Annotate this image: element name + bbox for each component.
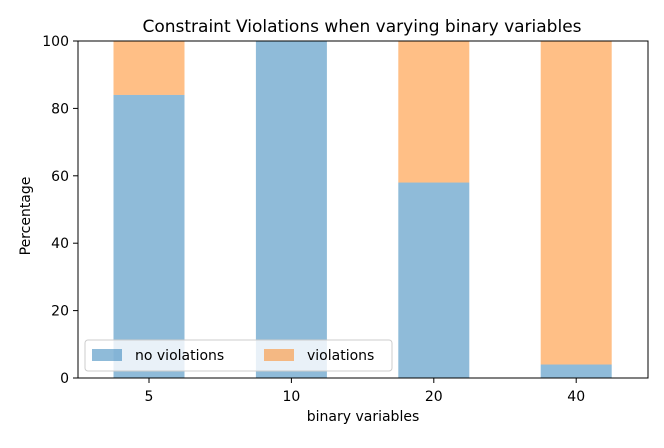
x-tick-label: 40 (567, 389, 585, 405)
legend-swatch-no-violations (92, 349, 122, 361)
bar-violations-5 (113, 41, 185, 95)
legend-label-violations: violations (307, 348, 374, 364)
y-axis: 0 20 40 60 80 100 (42, 34, 78, 387)
chart-title: Constraint Violations when varying binar… (142, 17, 581, 37)
x-axis-label: binary variables (307, 409, 420, 425)
bar-no-violations-40 (540, 364, 612, 378)
y-tick-label: 0 (60, 371, 69, 387)
legend-label-no-violations: no violations (135, 348, 224, 364)
y-tick-label: 40 (51, 236, 69, 252)
y-axis-label: Percentage (18, 177, 34, 256)
legend-frame (84, 339, 393, 372)
bar-no-violations-10 (255, 41, 327, 378)
bar-no-violations-20 (398, 182, 470, 378)
y-tick-label: 60 (51, 169, 69, 185)
plot-area-frame (77, 40, 649, 379)
bars-layer (113, 41, 612, 379)
y-tick-label: 80 (51, 101, 69, 117)
x-tick-label: 10 (282, 389, 300, 405)
x-axis: 5 10 20 40 (145, 378, 585, 405)
bar-no-violations-5 (113, 94, 185, 379)
legend-swatch-violations (264, 349, 294, 361)
y-tick-label: 20 (51, 304, 69, 320)
x-tick-label: 20 (425, 389, 443, 405)
legend: no violations violations (84, 339, 393, 372)
bar-violations-20 (398, 41, 470, 183)
x-tick-label: 5 (145, 389, 154, 405)
y-tick-label: 100 (42, 34, 69, 50)
bar-violations-40 (540, 41, 612, 365)
